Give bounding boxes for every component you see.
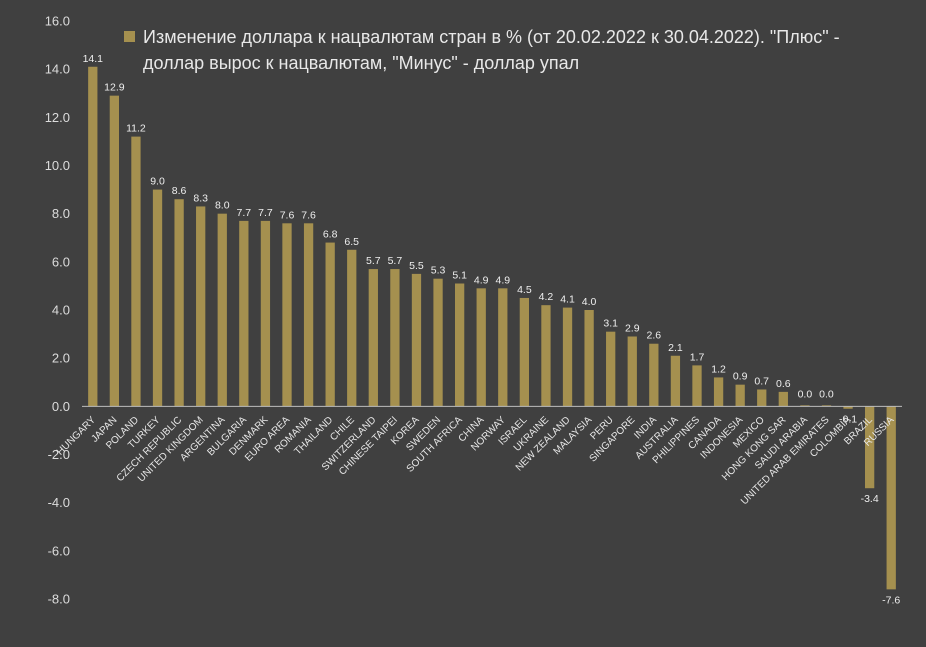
value-label: 5.1 <box>452 270 467 282</box>
y-tick-label: 10.0 <box>45 158 70 173</box>
y-tick-label: -6.0 <box>48 543 70 558</box>
bar-norway <box>498 288 508 407</box>
value-label: 4.0 <box>582 296 597 308</box>
bar-hungary <box>88 66 98 407</box>
value-label: -0.1 <box>839 414 857 426</box>
value-label: -3.4 <box>861 493 879 505</box>
value-label: 7.6 <box>301 209 316 221</box>
value-label: 4.1 <box>560 294 575 306</box>
value-label: 5.7 <box>388 255 403 267</box>
value-label: 5.7 <box>366 255 381 267</box>
bar-united-arab-emirates <box>821 405 832 407</box>
bar-bulgaria <box>239 220 249 407</box>
bar-brazil <box>864 406 875 489</box>
y-tick-label: 6.0 <box>52 254 70 269</box>
value-label: 8.3 <box>193 192 208 204</box>
bar-peru <box>606 331 616 407</box>
value-label: 4.9 <box>474 274 489 286</box>
value-label: 5.3 <box>431 265 446 277</box>
value-labels: 14.1 12.9 11.2 9.0 8.6 8.3 8.0 7.7 7.7 7.6 7.6 6.8 6… <box>83 53 901 607</box>
y-tick-label: -8.0 <box>48 592 70 607</box>
bar-chinese-taipei <box>390 269 400 407</box>
bar-canada <box>713 377 724 407</box>
value-label: -7.6 <box>882 594 900 606</box>
y-tick-label: -4.0 <box>48 495 70 510</box>
y-tick-label: 14.0 <box>45 62 70 77</box>
bar-denmark <box>260 220 271 407</box>
value-label: 0.0 <box>819 388 834 400</box>
bar-united-kingdom <box>196 206 206 407</box>
bar-singapore <box>627 336 637 407</box>
bar-chile <box>347 249 357 407</box>
bar-india <box>649 343 659 407</box>
bar-argentina <box>217 213 227 407</box>
bar-ukraine <box>541 305 551 407</box>
bar-new-zealand <box>562 307 573 407</box>
legend-label-line-1: Изменение доллара к нацвалютам стран в %… <box>143 27 840 47</box>
value-label: 11.2 <box>126 123 146 135</box>
bar-malaysia <box>584 310 594 407</box>
value-label: 3.1 <box>603 318 618 330</box>
value-label: 0.9 <box>733 371 748 383</box>
bars <box>88 66 896 590</box>
value-label: 1.7 <box>690 351 705 363</box>
bar-south-africa <box>454 283 465 407</box>
value-label: 2.6 <box>647 330 662 342</box>
value-label: 7.7 <box>258 207 273 219</box>
bar-hong-kong-sar <box>778 391 788 407</box>
y-tick-label: -2.0 <box>48 447 70 462</box>
value-label: 0.7 <box>754 375 769 387</box>
bar-thailand <box>325 242 335 407</box>
value-label: 8.6 <box>172 185 187 197</box>
value-label: 4.5 <box>517 284 532 296</box>
y-axis: 16.0 14.0 12.0 10.0 8.0 6.0 4.0 2.0 0.0 -2.0 -4.0 -… <box>45 14 70 607</box>
value-label: 4.2 <box>539 291 554 303</box>
bar-australia <box>670 355 681 407</box>
value-label: 6.8 <box>323 229 338 241</box>
bar-japan <box>109 95 120 407</box>
bar-israel <box>519 297 530 407</box>
bar-turkey <box>152 189 163 407</box>
bar-china <box>476 288 486 407</box>
bar-euro-area <box>282 223 292 407</box>
bar-czech-republic <box>174 199 184 407</box>
bar-saudi-arabia <box>800 405 810 407</box>
bar-colombia <box>843 406 853 409</box>
value-label: 9.0 <box>150 176 165 188</box>
value-label: 0.0 <box>798 388 813 400</box>
value-label: 2.9 <box>625 322 640 334</box>
value-label: 7.7 <box>237 207 252 219</box>
value-label: 4.9 <box>495 274 510 286</box>
bar-indonesia <box>735 384 745 407</box>
bar-poland <box>131 136 141 407</box>
y-tick-label: 0.0 <box>52 399 70 414</box>
legend-swatch <box>124 31 135 42</box>
value-label: 12.9 <box>104 82 125 94</box>
bar-philippines <box>692 365 702 407</box>
y-tick-label: 12.0 <box>45 110 70 125</box>
y-tick-label: 16.0 <box>45 14 70 29</box>
value-label: 6.5 <box>344 236 359 248</box>
value-label: 14.1 <box>83 53 104 65</box>
legend: Изменение доллара к нацвалютам стран в %… <box>124 27 840 73</box>
value-label: 0.6 <box>776 378 791 390</box>
bar-russia <box>886 406 896 590</box>
bar-mexico <box>757 389 767 407</box>
bar-sweden <box>433 278 443 407</box>
value-label: 7.6 <box>280 209 295 221</box>
y-tick-label: 2.0 <box>52 351 70 366</box>
value-label: 8.0 <box>215 200 230 212</box>
value-label: 5.5 <box>409 260 424 272</box>
y-tick-label: 8.0 <box>52 206 70 221</box>
bar-romania <box>303 223 314 407</box>
legend-label-line-2: доллар вырос к нацвалютам, "Минус" - дол… <box>143 53 579 73</box>
value-label: 1.2 <box>711 363 726 375</box>
bar-switzerland <box>368 269 378 407</box>
value-label: 2.1 <box>668 342 683 354</box>
bar-korea <box>411 273 422 407</box>
y-tick-label: 4.0 <box>52 303 70 318</box>
